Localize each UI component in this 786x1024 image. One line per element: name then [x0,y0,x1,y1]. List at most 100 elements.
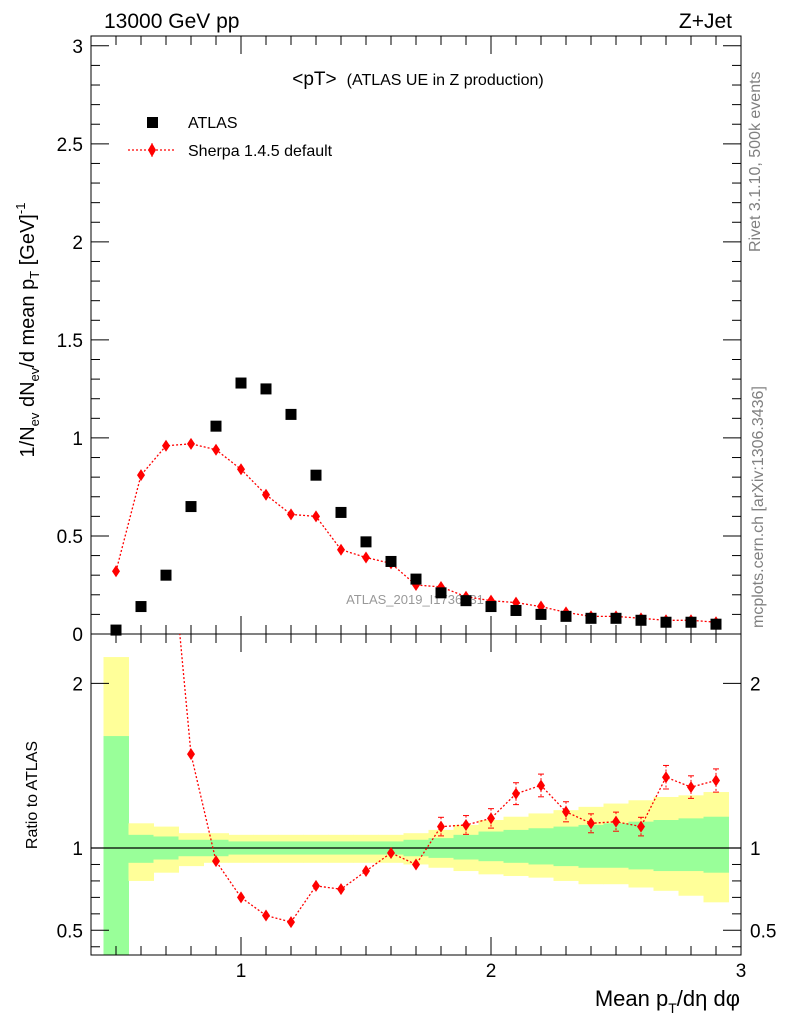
process-label: Z+Jet [679,10,732,33]
legend-sherpa-marker [148,143,156,157]
ratio-sherpa-point [287,916,295,929]
ratio-y-tick-label-right: 1 [750,839,761,860]
ratio-axes: 1 2 30.5 0.51 12 2 [57,633,776,982]
energy-label: 13000 GeV pp [104,10,239,33]
band-inner-bin [553,826,579,867]
sherpa-point [237,463,245,476]
sherpa-point [262,488,270,501]
ratio-series [179,634,720,929]
ratio-sherpa-line [179,634,717,923]
main-y-tick-label: 3 [72,37,83,58]
ratio-sherpa-point [462,818,470,831]
ratio-uncertainty-bands [103,657,729,955]
legend: ATLAS Sherpa 1.4.5 default [128,115,333,160]
plot-title-note: (ATLAS UE in Z production) [347,72,544,89]
ratio-y-tick-label: 2 [72,674,83,695]
atlas-point [235,377,247,389]
analysis-watermark: ATLAS_2019_I1736531 [346,592,484,607]
main-series [110,377,722,636]
legend-atlas-marker [147,117,158,128]
ratio-sherpa-point [237,891,245,904]
atlas-point [135,601,147,613]
atlas-point [310,469,322,481]
main-y-tick-label: 1 [72,429,83,450]
atlas-point [160,569,172,581]
sherpa-point [212,443,220,456]
main-axes: 0 0.5 1 1.5 2 2.5 3 [57,35,742,646]
sherpa-point [162,439,170,452]
atlas-point [660,616,672,628]
ratio-sherpa-point [687,781,695,794]
ratio-y-tick-label-right: 2 [750,674,761,695]
ratio-clipped [179,634,720,929]
ratio-sherpa-point [387,846,395,859]
atlas-point [410,573,422,585]
atlas-point [110,624,122,636]
plot-title: <pT> (ATLAS UE in Z production) [292,69,543,90]
atlas-point [560,610,572,622]
atlas-point [385,555,397,567]
atlas-point [535,608,547,620]
atlas-point [285,408,297,420]
ratio-sherpa-point [562,805,570,818]
sherpa-point [187,437,195,450]
main-y-tick-label: 0.5 [57,527,83,548]
band-inner-bin [653,820,679,872]
band-inner-bin [528,828,554,865]
atlas-point [185,501,197,513]
ratio-sherpa-point [437,820,445,833]
atlas-point [210,420,222,432]
ratio-sherpa-point [662,771,670,784]
legend-sherpa-label: Sherpa 1.4.5 default [188,143,333,160]
plot-title-main: <pT> [292,69,336,90]
ratio-sherpa-point [187,748,195,761]
ratio-sherpa-point [512,787,520,800]
main-y-tick-label: 1.5 [57,331,83,352]
ratio-y-tick-label: 1 [72,839,83,860]
x-tick-label: 3 [736,961,747,982]
x-tick-label: 1 [236,961,247,982]
ratio-sherpa-point [537,779,545,792]
atlas-point [610,612,622,624]
atlas-point [710,618,722,630]
atlas-point [335,506,347,518]
legend-atlas-label: ATLAS [188,115,238,132]
x-tick-label: 2 [486,961,497,982]
ratio-sherpa-point [362,865,370,878]
atlas-point [585,612,597,624]
main-y-axis-label: 1/Nev dNev/d mean pT [GeV]-1 [13,203,42,458]
ratio-frame [90,633,742,956]
band-inner-bin [503,829,529,863]
sherpa-point [312,510,320,523]
atlas-point [435,587,447,599]
band-inner-bin [128,834,154,863]
main-y-tick-label: 0 [72,625,83,646]
ratio-sherpa-point [262,909,270,922]
sherpa-point [362,551,370,564]
main-y-tick-label: 2 [72,233,83,254]
band-inner-bin [478,831,504,862]
ratio-sherpa-point [337,883,345,896]
atlas-point [685,616,697,628]
ratio-sherpa-point [637,820,645,833]
band-inner-bin [578,824,604,868]
atlas-point [260,383,272,395]
ratio-y-axis-label: Ratio to ATLAS [24,741,41,849]
ratio-y-tick-label: 0.5 [57,921,83,942]
sherpa-point [287,508,295,521]
sherpa-point [112,565,120,578]
atlas-point [360,536,372,548]
main-y-tick-label: 2.5 [57,135,83,156]
sherpa-point [137,469,145,482]
x-axis-label: Mean pT/dη dφ [595,986,740,1016]
ratio-sherpa-point [712,774,720,787]
band-inner-bin [453,834,479,860]
mcplots-label: mcplots.cern.ch [arXiv:1306.3436] [750,386,767,628]
ratio-sherpa-point [412,858,420,871]
atlas-point [510,604,522,616]
atlas-point [635,614,647,626]
atlas-point [460,595,472,607]
band-inner-bin [103,736,129,955]
band-inner-bin [703,816,729,873]
